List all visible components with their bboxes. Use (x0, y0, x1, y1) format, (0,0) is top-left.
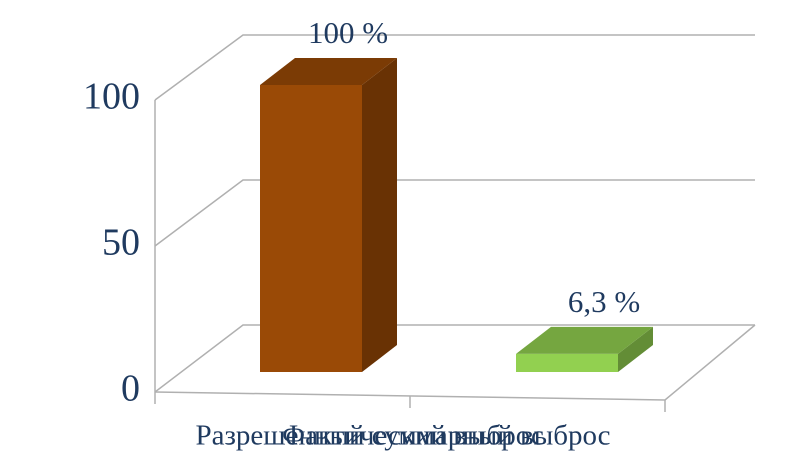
floor-edge (154, 324, 756, 401)
grid-line (154, 34, 755, 101)
grid-line (154, 324, 755, 393)
bar-top (516, 326, 653, 354)
x-tick-label: Фактический выброс (282, 420, 544, 452)
grid-line (154, 179, 755, 247)
bar-top (260, 58, 397, 85)
bar-side (618, 326, 653, 372)
bar (260, 85, 362, 372)
bar-side (362, 58, 397, 372)
data-label: 100 % (308, 15, 388, 50)
x-tick-label: Разрешенный суммарный выброс (195, 420, 610, 452)
y-tick-label: 50 (102, 222, 140, 264)
bar (516, 353, 618, 372)
data-label: 6,3 % (568, 284, 640, 319)
y-tick-label: 100 (83, 76, 140, 118)
y-tick-label: 0 (121, 368, 140, 410)
